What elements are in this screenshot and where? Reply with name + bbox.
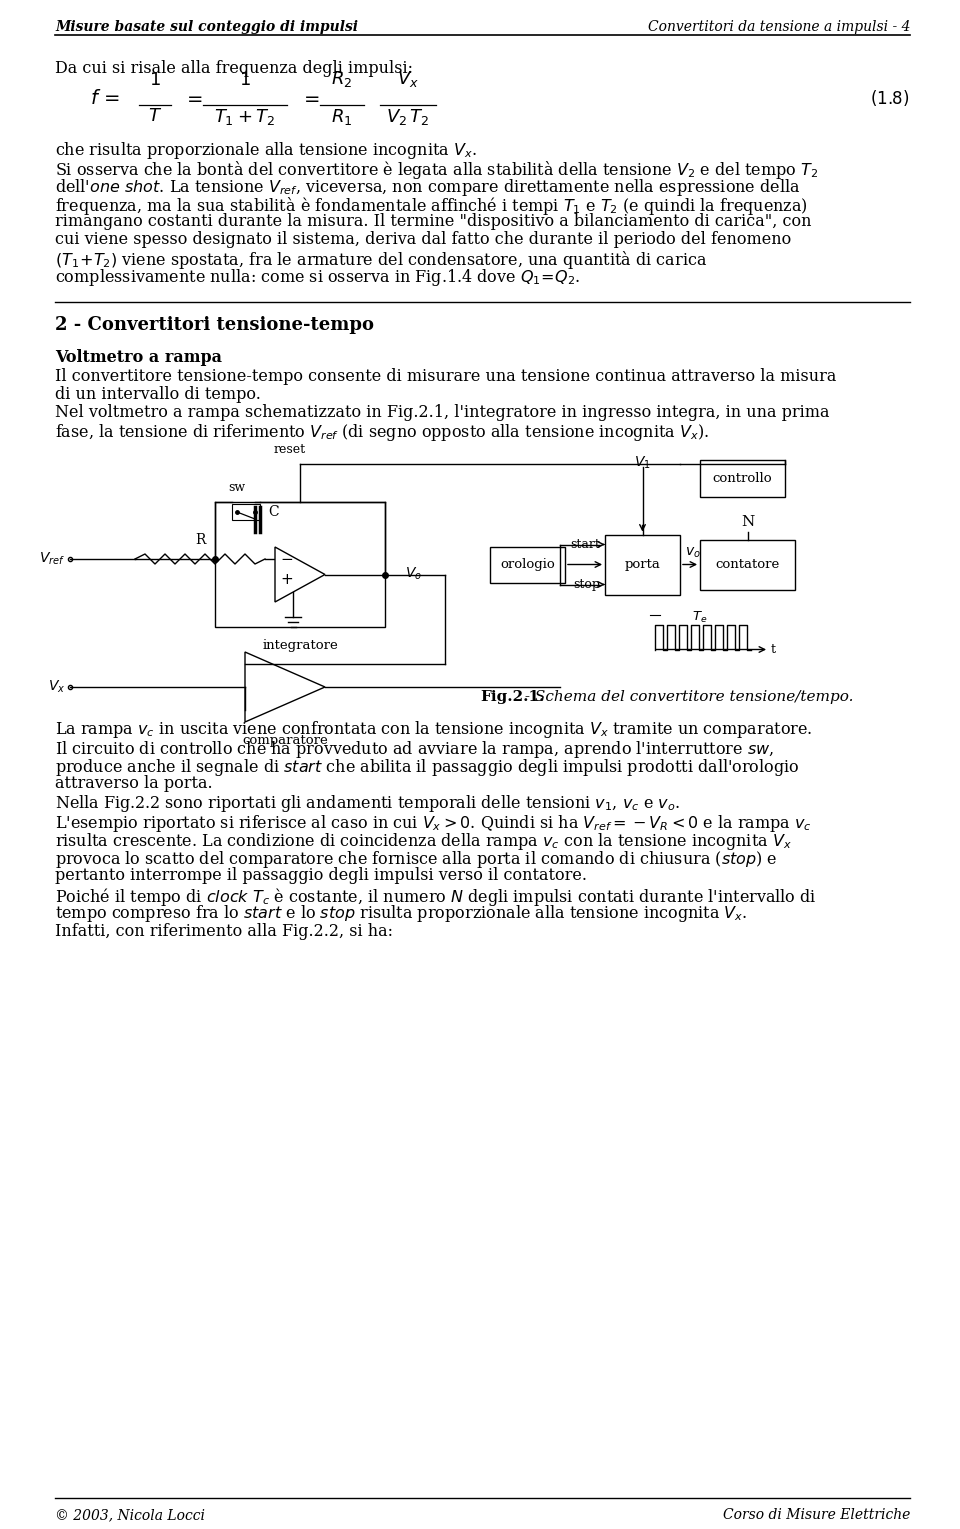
Text: Corso di Misure Elettriche: Corso di Misure Elettriche	[723, 1508, 910, 1521]
Text: - Schema del convertitore tensione/tempo.: - Schema del convertitore tensione/tempo…	[520, 690, 853, 703]
Text: $=$: $=$	[300, 89, 321, 107]
Polygon shape	[275, 547, 325, 602]
Text: Si osserva che la bontà del convertitore è legata alla stabilità della tensione : Si osserva che la bontà del convertitore…	[55, 159, 818, 180]
Text: di un intervallo di tempo.: di un intervallo di tempo.	[55, 385, 261, 404]
Text: $(T_1\!+\!T_2)$ viene spostata, fra le armature del condensatore, una quantità d: $(T_1\!+\!T_2)$ viene spostata, fra le a…	[55, 249, 708, 271]
Text: $(1.8)$: $(1.8)$	[871, 89, 910, 109]
Text: $T_1 + T_2$: $T_1 + T_2$	[214, 107, 276, 127]
Text: stop: stop	[573, 578, 600, 592]
Text: rimangano costanti durante la misura. Il termine "dispositivo a bilanciamento di: rimangano costanti durante la misura. Il…	[55, 213, 811, 229]
Text: start: start	[570, 538, 600, 550]
Text: Nel voltmetro a rampa schematizzato in Fig.2.1, l'integratore in ingresso integr: Nel voltmetro a rampa schematizzato in F…	[55, 404, 829, 420]
Text: $V_x$: $V_x$	[397, 69, 419, 89]
Bar	[490, 546, 565, 583]
Text: Da cui si risale alla frequenza degli impulsi:: Da cui si risale alla frequenza degli im…	[55, 60, 413, 76]
Text: controllo: controllo	[712, 472, 772, 485]
Text: $V_{ref}$: $V_{ref}$	[39, 550, 65, 567]
Text: R: R	[195, 534, 205, 547]
Text: $T$: $T$	[148, 107, 162, 125]
Text: cui viene spesso designato il sistema, deriva dal fatto che durante il periodo d: cui viene spesso designato il sistema, d…	[55, 231, 791, 248]
Text: Il circuito di controllo che ha provveduto ad avviare la rampa, aprendo l'interr: Il circuito di controllo che ha provvedu…	[55, 739, 774, 760]
Text: N: N	[741, 515, 755, 529]
Text: dell'$\mathit{one\ shot}$. La tensione $V_{ref}$, viceversa, non compare diretta: dell'$\mathit{one\ shot}$. La tensione $…	[55, 177, 801, 197]
Text: che risulta proporzionale alla tensione incognita $V_x$.: che risulta proporzionale alla tensione …	[55, 141, 477, 161]
Text: $f\,=$: $f\,=$	[90, 89, 120, 107]
Text: $1$: $1$	[149, 70, 161, 89]
Text: Il convertitore tensione-tempo consente di misurare una tensione continua attrav: Il convertitore tensione-tempo consente …	[55, 368, 836, 385]
Text: comparatore: comparatore	[242, 734, 328, 748]
Text: 2 - Convertitori tensione-tempo: 2 - Convertitori tensione-tempo	[55, 317, 374, 333]
Text: Nella Fig.2.2 sono riportati gli andamenti temporali delle tensioni $v_1$, $v_c$: Nella Fig.2.2 sono riportati gli andamen…	[55, 794, 680, 815]
Text: contatore: contatore	[715, 558, 780, 570]
Bar	[700, 540, 795, 590]
Text: tempo compreso fra lo $\mathit{start}$ e lo $\mathit{stop}$ risulta proporzional: tempo compreso fra lo $\mathit{start}$ e…	[55, 904, 748, 925]
Text: sw: sw	[228, 482, 245, 494]
Text: orologio: orologio	[500, 558, 555, 570]
Text: frequenza, ma la sua stabilità è fondamentale affinché i tempi $T_1$ e $T_2$ (e : frequenza, ma la sua stabilità è fondame…	[55, 196, 807, 217]
Text: t: t	[771, 644, 776, 656]
Text: $T_e$: $T_e$	[692, 610, 708, 625]
Text: C: C	[268, 505, 278, 518]
Text: $V_o$: $V_o$	[405, 566, 422, 583]
Text: $V_x$: $V_x$	[48, 679, 65, 696]
Text: produce anche il segnale di $\mathit{start}$ che abilita il passaggio degli impu: produce anche il segnale di $\mathit{sta…	[55, 757, 800, 778]
Text: $R_1$: $R_1$	[331, 107, 352, 127]
Text: provoca lo scatto del comparatore che fornisce alla porta il comando di chiusura: provoca lo scatto del comparatore che fo…	[55, 849, 778, 870]
Text: La rampa $v_c$ in uscita viene confrontata con la tensione incognita $V_x$ trami: La rampa $v_c$ in uscita viene confronta…	[55, 720, 812, 740]
Polygon shape	[245, 651, 325, 722]
Text: © 2003, Nicola Locci: © 2003, Nicola Locci	[55, 1508, 205, 1521]
Bar	[700, 460, 785, 497]
Text: risulta crescente. La condizione di coincidenza della rampa $v_c$ con la tension: risulta crescente. La condizione di coin…	[55, 830, 792, 852]
Text: $R_2$: $R_2$	[331, 69, 352, 89]
Text: $1$: $1$	[239, 70, 251, 89]
Text: reset: reset	[274, 443, 306, 456]
Text: attraverso la porta.: attraverso la porta.	[55, 775, 212, 792]
Text: Voltmetro a rampa: Voltmetro a rampa	[55, 349, 222, 365]
Bar	[215, 502, 385, 627]
Text: $V_2\,T_2$: $V_2\,T_2$	[386, 107, 430, 127]
Text: porta: porta	[625, 558, 660, 570]
Text: fase, la tensione di riferimento $V_{ref}$ (di segno opposto alla tensione incog: fase, la tensione di riferimento $V_{ref…	[55, 422, 709, 443]
Text: −: −	[280, 552, 293, 567]
Text: $=$: $=$	[183, 89, 204, 107]
Text: complessivamente nulla: come si osserva in Fig.1.4 dove $Q_1\!=\!Q_2$.: complessivamente nulla: come si osserva …	[55, 268, 581, 287]
Text: Infatti, con riferimento alla Fig.2.2, si ha:: Infatti, con riferimento alla Fig.2.2, s…	[55, 922, 393, 939]
Text: Misure basate sul conteggio di impulsi: Misure basate sul conteggio di impulsi	[55, 20, 358, 34]
Text: L'esempio riportato si riferisce al caso in cui $V_x > 0$. Quindi si ha $V_{ref}: L'esempio riportato si riferisce al caso…	[55, 812, 812, 833]
Bar	[605, 535, 680, 595]
Text: Convertitori da tensione a impulsi - 4: Convertitori da tensione a impulsi - 4	[647, 20, 910, 34]
Text: $v_o$: $v_o$	[685, 546, 701, 560]
Bar	[232, 505, 260, 520]
Text: Fig.2.1.: Fig.2.1.	[480, 690, 544, 703]
Text: Poiché il tempo di $\mathit{clock}$ $T_c$ è costante, il numero $N$ degli impuls: Poiché il tempo di $\mathit{clock}$ $T_c…	[55, 885, 817, 908]
Text: pertanto interrompe il passaggio degli impulsi verso il contatore.: pertanto interrompe il passaggio degli i…	[55, 867, 587, 884]
Text: $V_1$: $V_1$	[635, 456, 651, 471]
Text: integratore: integratore	[262, 639, 338, 651]
Text: +: +	[280, 572, 293, 587]
